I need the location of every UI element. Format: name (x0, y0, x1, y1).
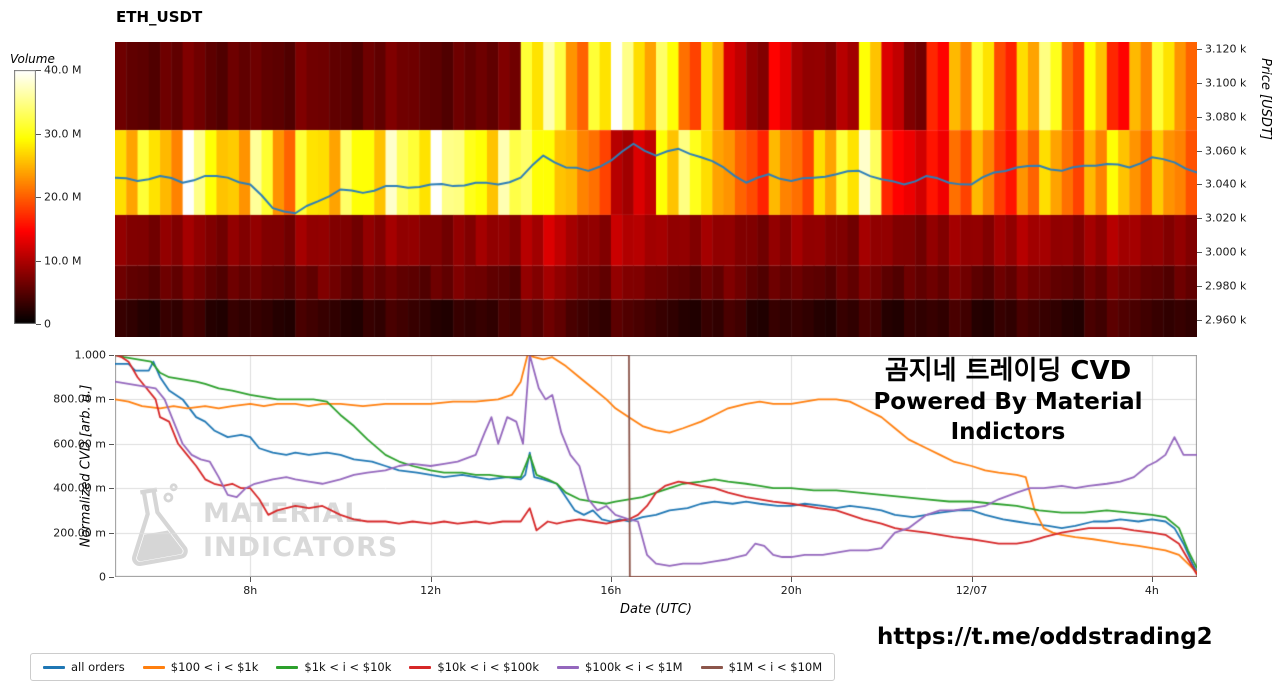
legend-label: $1M < i < $10M (728, 660, 823, 674)
cvd-y-tick-label: 1.000 (74, 348, 107, 362)
colorbar-tick-label: 40.0 M (44, 63, 82, 77)
cvd-x-tick-label: 8h (243, 584, 258, 597)
cvd-y-tick-mark (109, 443, 114, 445)
price-tick-label: 3.060 k (1205, 144, 1247, 157)
cvd-y-tick-label: 400.00 m (53, 481, 106, 495)
legend-swatch (557, 665, 580, 669)
cvd-x-tick-mark (250, 577, 252, 582)
colorbar-tick-label: 20.0 M (44, 190, 82, 204)
cvd-x-tick-label: 4h (1144, 584, 1159, 597)
cvd-y-tick-mark (109, 399, 114, 401)
series-legend: all orders $100 < i < $1k $1k < i < $10k $1… (30, 653, 836, 681)
legend-label: $100 < i < $1k (170, 660, 259, 674)
cvd-y-tick-label: 600.00 m (53, 437, 106, 451)
price-tick-mark (1197, 320, 1202, 322)
price-tick-mark (1197, 116, 1202, 118)
price-tick-label: 3.020 k (1205, 211, 1247, 225)
price-tick-mark (1197, 150, 1202, 152)
price-tick-label: 3.080 k (1205, 110, 1247, 124)
price-tick-mark (1197, 286, 1202, 288)
price-tick-mark (1197, 184, 1202, 186)
overlay-korean-title: 곰지네 트레이딩 CVD (884, 356, 1132, 386)
legend-item: $1M < i < $10M (700, 660, 823, 674)
price-axis-label: Price [USDT] (1258, 58, 1273, 140)
cvd-y-tick-label: 200.00 m (53, 526, 106, 540)
cvd-x-tick-label: 12/07 (955, 584, 988, 597)
cvd-y-tick-mark (109, 488, 114, 490)
colorbar-tick-mark (36, 324, 41, 325)
legend-item: $100k < i < $1M (557, 660, 683, 674)
colorbar-tick-mark (36, 260, 41, 262)
cvd-x-tick-mark (610, 577, 612, 582)
price-tick-label: 2.980 k (1205, 279, 1247, 293)
cvd-x-tick-mark (1151, 577, 1153, 582)
price-tick-mark (1197, 252, 1202, 254)
legend-label: all orders (71, 660, 125, 674)
colorbar-title: Volume (10, 52, 55, 66)
price-tick-label: 3.100 k (1205, 76, 1247, 90)
cvd-x-tick-mark (430, 577, 432, 582)
cvd-y-tick-mark (109, 532, 114, 534)
legend-item: all orders (43, 660, 125, 674)
colorbar-tick-mark (36, 133, 41, 135)
colorbar-tick-label: 10.0 M (44, 254, 82, 267)
price-tick-label: 3.000 k (1205, 245, 1247, 259)
price-tick-mark (1197, 48, 1202, 50)
cvd-x-tick-mark (971, 577, 973, 582)
legend-item: $1k < i < $10k (276, 660, 391, 674)
cvd-x-tick-label: 16h (600, 584, 622, 597)
legend-swatch (700, 665, 723, 669)
cvd-y-tick-mark (109, 355, 114, 356)
cvd-x-tick-mark (791, 577, 793, 582)
price-tick-mark (1197, 82, 1202, 84)
price-tick-label: 3.040 k (1205, 177, 1247, 191)
colorbar-tick-label: 0 (44, 317, 51, 331)
cvd-x-tick-label: 20h (780, 584, 802, 597)
legend-item: $10k < i < $100k (409, 660, 539, 674)
cvd-x-tick-label: 12h (420, 584, 442, 597)
legend-swatch (409, 665, 432, 669)
cvd-line-plot (115, 355, 1197, 577)
legend-item: $100 < i < $1k (142, 660, 259, 674)
cvd-y-axis-label: Normalized CVD [arb. u.] (78, 384, 94, 548)
overlay-caption: 곰지네 트레이딩 CVD Powered By Material Indicto… (816, 355, 1200, 447)
legend-swatch (276, 665, 299, 669)
price-tick-label: 3.120 k (1205, 42, 1247, 56)
volume-colorbar (14, 70, 36, 324)
telegram-url: https://t.me/oddstrading2 (877, 624, 1213, 650)
cvd-y-tick-label: 0 (99, 570, 106, 584)
cvd-y-tick-mark (109, 577, 114, 578)
chart-title: ETH_USDT (116, 8, 203, 26)
legend-label: $100k < i < $1M (585, 660, 683, 674)
x-axis-label: Date (UTC) (620, 602, 692, 617)
price-tick-label: 2.960 k (1205, 313, 1247, 327)
price-tick-mark (1197, 218, 1202, 220)
colorbar-tick-mark (36, 70, 41, 71)
overlay-powered-by: Powered By Material Indictors (873, 389, 1143, 445)
colorbar-tick-mark (36, 197, 41, 198)
legend-swatch (142, 665, 165, 669)
volume-heatmap-plot (115, 42, 1197, 337)
legend-label: $10k < i < $100k (437, 660, 540, 674)
legend-swatch (43, 665, 65, 669)
legend-label: $1k < i < $10k (304, 660, 392, 674)
cvd-y-tick-label: 800.00 m (53, 392, 106, 406)
colorbar-tick-label: 30.0 M (44, 127, 82, 140)
